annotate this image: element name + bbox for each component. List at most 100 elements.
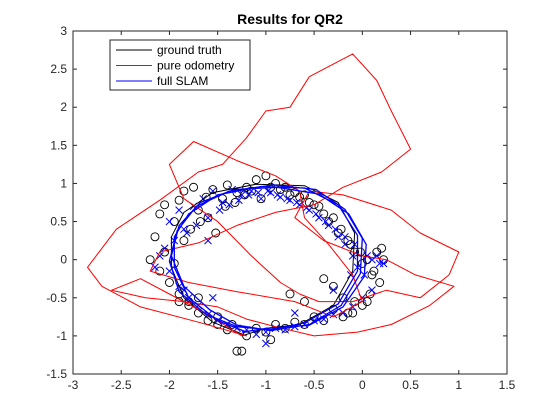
landmark-estimate-point xyxy=(244,191,253,199)
landmark-estimate-point xyxy=(175,206,183,214)
landmark-truth-point xyxy=(155,209,165,219)
pure-odometry-line xyxy=(87,53,460,337)
landmark-estimate-point xyxy=(290,309,299,317)
landmark-truth-point xyxy=(164,278,174,287)
landmark-truth-point xyxy=(160,247,170,257)
landmark-estimate-point xyxy=(215,206,224,214)
landmark-estimate-point xyxy=(292,198,301,207)
landmark-estimate-point xyxy=(155,252,164,260)
x-tick-label: 1 xyxy=(455,378,462,392)
landmark-estimate-point xyxy=(334,232,343,241)
y-tick-label: 1.5 xyxy=(50,138,67,152)
landmark-truth-point xyxy=(285,289,295,299)
landmark-estimate-point xyxy=(324,221,333,230)
landmark-truth-point xyxy=(350,247,360,257)
landmark-truth-point xyxy=(186,224,196,234)
landmark-truth-point xyxy=(145,255,155,265)
landmark-estimate-point xyxy=(225,200,234,209)
y-tick-label: 0 xyxy=(60,253,67,267)
landmark-estimate-point xyxy=(208,293,217,302)
x-tick-label: -2.5 xyxy=(111,378,132,392)
landmark-truth-point xyxy=(348,308,358,318)
landmark-estimate-point xyxy=(237,191,246,199)
landmark-truth-point xyxy=(285,190,295,200)
landmark-truth-point xyxy=(362,297,372,307)
landmark-estimate-point xyxy=(315,213,323,222)
landmark-truth-point xyxy=(232,346,242,356)
landmark-estimate-point xyxy=(204,213,212,222)
legend-label-pure-odometry: pure odometry xyxy=(157,59,234,73)
y-tick-label: 2 xyxy=(60,100,67,114)
landmark-truth-point xyxy=(256,194,266,204)
landmark-truth-point xyxy=(304,198,314,207)
landmark-estimate-point xyxy=(151,263,159,272)
landmark-truth-point xyxy=(251,175,261,185)
landmark-truth-point xyxy=(174,195,184,205)
landmark-truth-point xyxy=(150,232,160,242)
x-tick-label: -1.5 xyxy=(207,378,228,392)
x-tick-label: 0 xyxy=(359,378,366,392)
landmark-estimate-point xyxy=(262,339,270,348)
landmark-truth-point xyxy=(179,186,189,196)
landmark-estimate-point xyxy=(257,194,265,203)
landmark-truth-point xyxy=(237,346,247,356)
landmark-truth-point xyxy=(179,236,189,246)
x-tick-label: 0.5 xyxy=(402,378,419,392)
landmark-estimate-point xyxy=(329,286,338,295)
plot-area xyxy=(87,53,460,356)
y-tick-label: 3 xyxy=(60,24,67,38)
landmark-estimate-point xyxy=(379,259,388,268)
landmark-estimate-point xyxy=(182,229,191,237)
y-tick-label: -1.5 xyxy=(46,367,67,381)
axes-box xyxy=(72,30,508,375)
axes: -3 -2.5 -2 -1.5 -1 -0.5 0 0.5 1 1.5 -1.5 -1 -0.5 0 0.5… xyxy=(46,24,515,392)
ground-truth-line xyxy=(170,183,356,337)
landmark-truth-point xyxy=(189,182,199,192)
legend-label-ground-truth: ground truth xyxy=(157,43,222,57)
landmark-estimate-point xyxy=(254,188,263,197)
landmark-truth-point xyxy=(319,274,329,284)
landmark-truth-point xyxy=(193,293,203,303)
legend-label-full-slam: full SLAM xyxy=(157,74,208,88)
landmark-truth-point xyxy=(246,186,256,196)
x-tick-label: -2 xyxy=(164,378,175,392)
full-slam-line xyxy=(168,184,367,333)
y-tick-label: 0.5 xyxy=(50,215,67,229)
landmark-estimate-point xyxy=(312,210,320,218)
x-tick-label: -0.5 xyxy=(304,378,325,392)
landmark-estimate-point xyxy=(208,187,217,195)
y-tick-label: -1 xyxy=(56,329,67,343)
y-tick-label: -0.5 xyxy=(46,291,67,305)
landmark-truth-point xyxy=(367,270,377,280)
landmark-estimate-point xyxy=(368,286,376,295)
landmark-truth-point xyxy=(208,185,218,194)
landmark-estimate-point xyxy=(321,217,330,226)
landmark-truth-point xyxy=(169,217,179,227)
landmark-estimate-point xyxy=(283,194,291,203)
landmark-truth-point xyxy=(319,209,329,219)
x-tick-label: -1 xyxy=(261,378,272,392)
landmark-estimate-point xyxy=(218,198,227,207)
landmark-truth-point xyxy=(266,335,276,345)
x-tick-label: -3 xyxy=(68,378,79,392)
landmark-estimate-point xyxy=(192,221,201,230)
landmark-truth-point xyxy=(155,266,165,276)
y-tick-label: 2.5 xyxy=(50,62,67,76)
landmark-estimate-point xyxy=(263,187,272,195)
landmark-estimate-point xyxy=(180,225,188,234)
landmark-estimate-point xyxy=(331,225,340,234)
y-tick-label: 1 xyxy=(60,176,67,190)
landmark-truth-point xyxy=(375,278,385,287)
landmark-estimate-point xyxy=(165,217,174,226)
landmark-truth-point xyxy=(160,200,170,210)
landmark-estimate-point xyxy=(235,196,243,205)
landmark-truth-point xyxy=(328,281,338,291)
landmark-truth-point xyxy=(355,247,365,257)
landmark-truth-point xyxy=(222,180,232,190)
landmark-estimate-point xyxy=(329,310,338,319)
landmark-estimate-point xyxy=(341,232,349,241)
chart-title: Results for QR2 xyxy=(237,11,343,27)
landmark-estimate-point xyxy=(273,191,282,199)
